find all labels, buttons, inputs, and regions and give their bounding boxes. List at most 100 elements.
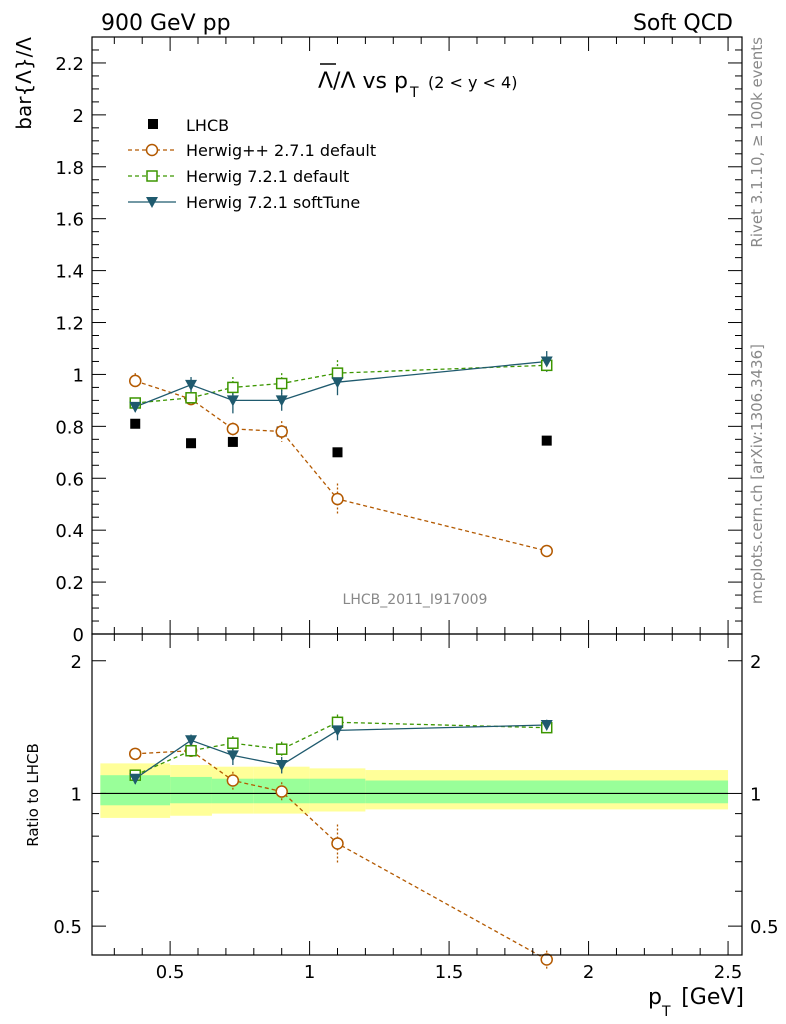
main-s3-point-0: [129, 401, 142, 413]
legend-entry-herwig7-default: Herwig 7.2.1 default: [128, 167, 349, 186]
main-ytick-label-11: 2.2: [55, 54, 84, 75]
ratio-s0-point-2: [226, 774, 240, 787]
main-ytick-label-9: 1.8: [55, 158, 84, 179]
ratio-s0-point-5: [540, 953, 553, 966]
main-panel: 0 0.2 0.4 0.6 0.8 1 1.2 1.4 1.6 1.8 2 2.2 Λ/Λ vs p …: [12, 36, 743, 646]
mcplots-label: mcplots.cern.ch [arXiv:1306.3436]: [748, 344, 766, 604]
ratio-s2-point-0: [129, 773, 142, 785]
ratio-s0-point-0: [128, 747, 142, 761]
xtick-label-3: 2: [583, 962, 594, 983]
main-s2-line: [135, 364, 547, 404]
main-s0-point-1: [186, 438, 197, 449]
ratio-s1-line: [134, 721, 547, 776]
main-ytick-label-4: 0.8: [55, 417, 84, 438]
ratio-s1-point-1: [185, 744, 197, 757]
ratio-panel: 0.5 1 1.5 2 2.5 0.5 0.5 1 1 2 2 Ratio to LHCB p T …: [24, 633, 779, 1020]
analysis-watermark: LHCB_2011_I917009: [343, 592, 488, 608]
legend-entry-lhcb: LHCB: [148, 116, 229, 135]
ratio-s0-point-3: [275, 785, 288, 798]
main-s1-point-3: [275, 425, 288, 438]
main-series-lines: [134, 360, 547, 552]
main-s1-line: [134, 380, 547, 552]
legend-label-herwig7-softtune: Herwig 7.2.1 softTune: [186, 193, 360, 212]
ratio-s0-line: [135, 750, 548, 961]
band-inner-5: [365, 780, 729, 804]
main-s1-point-4: [331, 492, 344, 506]
legend: LHCB Herwig++ 2.7.1 default Herwig 7.2.1…: [128, 116, 376, 212]
main-s3-line: [134, 360, 547, 408]
xtick-label-4: 2.5: [714, 962, 743, 983]
ratio-frame: [91, 633, 743, 956]
ratio-s2-point-1: [185, 735, 198, 747]
main-ytick-label-2: 0.4: [55, 521, 84, 542]
legend-label-lhcb: LHCB: [186, 116, 229, 135]
header-left: 900 GeV pp: [101, 11, 231, 36]
ratio-s2-point-5: [540, 719, 553, 731]
legend-label-herwigpp: Herwig++ 2.7.1 default: [186, 141, 376, 160]
rivet-label: Rivet 3.1.10, ≥ 100k events: [748, 37, 766, 248]
title-range: (2 < y < 4): [428, 73, 517, 92]
ratio-markers: [128, 716, 553, 966]
ratio-s0-point-4: [331, 837, 344, 850]
main-ytick-label-3: 0.6: [55, 469, 84, 490]
main-s1-point-2: [226, 422, 240, 436]
main-ytick-label-8: 1.6: [55, 210, 84, 231]
main-ytick-label-1: 0.2: [55, 573, 84, 594]
main-s0-point-5: [541, 435, 552, 446]
main-s2-point-1: [185, 392, 197, 404]
x-axis-label: p T [GeV]: [648, 985, 744, 1020]
xtick-label-1: 1: [304, 962, 315, 983]
main-ytick-label-10: 2: [73, 106, 84, 127]
xtick-label-2: 1.5: [435, 962, 464, 983]
legend-label-herwig7-default: Herwig 7.2.1 default: [186, 167, 349, 186]
main-ylabel: bar{Λ}/Λ: [12, 37, 36, 130]
ratio-ytick-label-l-1: 1: [71, 784, 82, 805]
header-right: Soft QCD: [633, 11, 733, 36]
title-sub: T: [409, 85, 419, 101]
ratio-s2-point-4: [331, 725, 344, 737]
legend-marker-herwig7-default: [146, 170, 158, 182]
ratio-uncertainty-bands: [100, 763, 729, 818]
ratio-s2-point-3: [275, 760, 288, 772]
ratio-ytick-label-r-1: 1: [750, 784, 761, 805]
legend-marker-lhcb: [148, 119, 158, 129]
ratio-ytick-label-r-0: 0.5: [750, 917, 779, 938]
legend-entry-herwigpp: Herwig++ 2.7.1 default: [128, 141, 376, 160]
ratio-ytick-label-l-0: 0.5: [53, 917, 82, 938]
main-s3-point-4: [331, 377, 344, 389]
band-inner-4: [309, 778, 366, 804]
main-s2-point-4: [331, 367, 344, 379]
main-ytick-label-5: 1: [73, 365, 84, 386]
main-s0-point-0: [130, 418, 141, 429]
legend-entry-herwig7-softtune: Herwig 7.2.1 softTune: [128, 193, 360, 212]
xlabel-unit: [GeV]: [681, 985, 744, 1010]
ratio-s2-point-2: [226, 750, 239, 762]
main-axes: 0 0.2 0.4 0.6 0.8 1 1.2 1.4 1.6 1.8 2 2.2: [55, 36, 743, 646]
ratio-s1-point-3: [275, 743, 288, 755]
ratio-ylabel: Ratio to LHCB: [24, 743, 42, 847]
main-s1-point-0: [128, 374, 142, 388]
main-s1-point-5: [540, 544, 553, 558]
main-s0-point-4: [332, 447, 343, 458]
main-s3-point-2: [226, 395, 239, 407]
main-s2-point-3: [275, 377, 288, 390]
main-ytick-label-6: 1.2: [55, 314, 84, 335]
title-main: Λ/Λ vs p: [318, 69, 408, 94]
main-s3-point-5: [540, 356, 553, 368]
main-s0-point-2: [227, 436, 238, 447]
ratio-ytick-label-l-2: 2: [71, 652, 82, 673]
main-ytick-label-7: 1.4: [55, 262, 84, 283]
ratio-ytick-label-r-2: 2: [750, 652, 761, 673]
main-s3-point-1: [185, 379, 198, 391]
legend-marker-herwigpp: [145, 143, 159, 157]
xtick-label-0: 0.5: [156, 962, 185, 983]
ratio-axes: 0.5 1 1.5 2 2.5 0.5 0.5 1 1 2 2: [53, 633, 779, 983]
ratio-s1-point-2: [227, 737, 239, 749]
xlabel-main: p: [648, 985, 662, 1010]
xlabel-sub: T: [661, 1004, 671, 1020]
main-s2-point-2: [227, 381, 239, 394]
plot-title: Λ/Λ vs p T (2 < y < 4): [318, 63, 517, 101]
band-inner-1: [170, 776, 212, 804]
main-ytick-label-0: 0: [73, 625, 84, 646]
